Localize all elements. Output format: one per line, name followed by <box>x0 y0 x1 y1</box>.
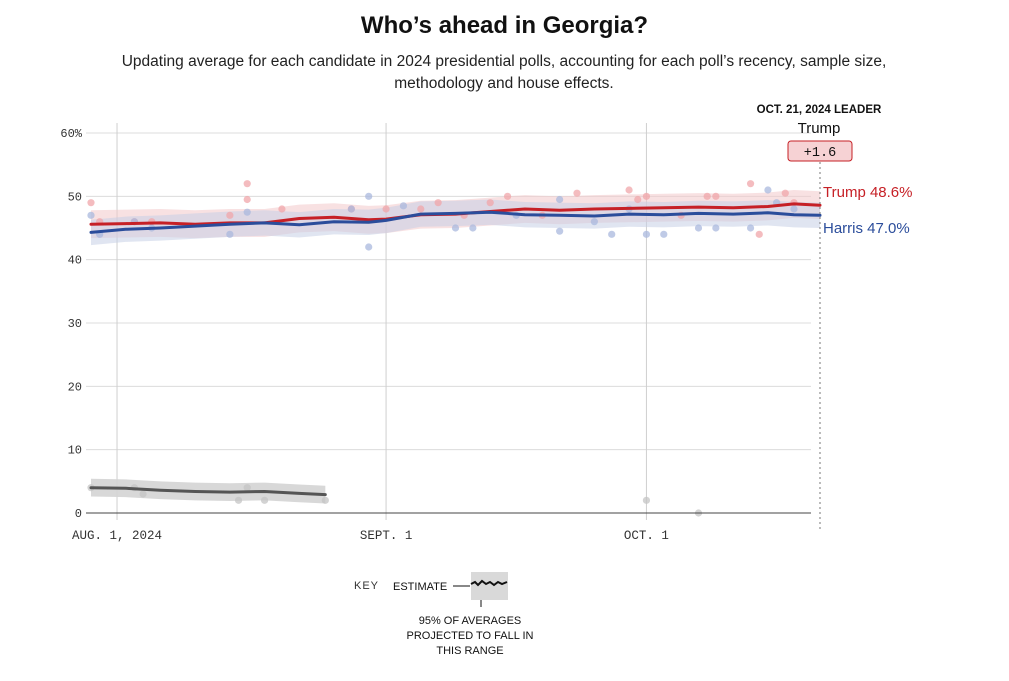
x-tick-label: OCT. 1 <box>624 529 669 543</box>
trump-poll-dot <box>755 230 763 238</box>
grid <box>86 123 811 520</box>
trump-poll-dot <box>226 211 234 219</box>
y-tick-label: 40 <box>68 254 82 268</box>
x-tick-label: AUG. 1, 2024 <box>72 529 162 543</box>
harris-poll-dot <box>87 211 95 219</box>
harris-poll-dot <box>451 224 460 232</box>
trump-end-label: Trump 48.6% <box>823 184 912 201</box>
y-tick-label: 10 <box>68 444 82 458</box>
trump-poll-dot <box>87 199 95 207</box>
trump-poll-dot <box>625 186 633 194</box>
harris-poll-dot <box>365 192 373 200</box>
axes: 0 10 20 30 40 50 60% AUG. 1, 2024 SEPT. 1 OCT. 1 <box>60 127 811 543</box>
trump-poll-dot <box>503 192 512 200</box>
other-poll-dot <box>321 496 329 504</box>
harris-poll-dot <box>226 230 234 238</box>
average-lines <box>89 202 822 497</box>
y-tick-label: 0 <box>75 507 82 521</box>
poll-dots <box>87 180 798 517</box>
trump-poll-dot <box>243 180 251 188</box>
harris-poll-dot <box>790 205 798 213</box>
trump-poll-dot <box>417 205 425 213</box>
other-poll-dot <box>234 496 243 504</box>
trump-poll-dot <box>642 192 651 200</box>
key-range-line1: 95% OF AVERAGES <box>419 615 522 627</box>
key-range-line3: THIS RANGE <box>436 645 503 657</box>
trump-poll-dot <box>243 195 251 204</box>
harris-poll-dot <box>556 227 564 235</box>
x-tick-label: SEPT. 1 <box>360 529 413 543</box>
harris-poll-dot <box>365 243 373 251</box>
legend-key: KEY ESTIMATE 95% OF AVERAGES PROJECTED T… <box>354 572 534 657</box>
uncertainty-bands <box>91 190 820 504</box>
trump-poll-dot <box>434 199 442 207</box>
key-range-line2: PROJECTED TO FALL IN <box>407 630 534 642</box>
harris-poll-dot <box>608 230 616 238</box>
key-label: KEY <box>354 580 379 592</box>
chart-title: Who’s ahead in Georgia? <box>360 12 649 39</box>
y-tick-label: 60% <box>60 127 82 141</box>
other-average-line <box>89 486 327 497</box>
harris-end-label: Harris 47.0% <box>823 220 910 237</box>
harris-poll-dot <box>694 224 703 232</box>
other-poll-dot <box>260 496 269 504</box>
trump-poll-dot <box>278 205 286 213</box>
harris-poll-dot <box>243 208 251 216</box>
harris-poll-dot <box>712 224 720 232</box>
trump-poll-dot <box>781 189 789 197</box>
y-tick-label: 30 <box>68 317 82 331</box>
harris-poll-dot <box>746 224 755 232</box>
trump-poll-dot <box>382 205 390 213</box>
harris-poll-dot <box>469 224 477 232</box>
other-poll-dot <box>642 496 651 504</box>
harris-poll-dot <box>556 195 564 204</box>
trump-poll-dot <box>486 199 494 207</box>
trump-poll-dot <box>573 189 581 197</box>
leader-margin: +1.6 <box>804 146 836 161</box>
key-estimate-line <box>470 579 508 587</box>
chart-subtitle: Updating average for each candidate in 2… <box>121 53 887 92</box>
harris-poll-dot <box>660 230 668 238</box>
trump-poll-dot <box>703 192 711 200</box>
harris-poll-dot <box>642 230 651 238</box>
y-tick-label: 50 <box>68 190 82 204</box>
trump-poll-dot <box>634 195 642 204</box>
leader-margin-box <box>787 140 853 162</box>
key-range-band <box>471 572 508 600</box>
key-estimate-label: ESTIMATE <box>393 581 447 593</box>
harris-poll-dot <box>764 186 772 194</box>
leader-name: Trump <box>798 120 841 137</box>
trump-poll-dot <box>746 180 755 188</box>
harris-poll-dot <box>590 218 598 226</box>
other-poll-dot <box>243 484 251 492</box>
harris-poll-dot <box>399 202 408 210</box>
harris-poll-dot <box>347 205 355 213</box>
y-tick-label: 20 <box>68 380 82 394</box>
leader-heading: OCT. 21, 2024 LEADER <box>757 104 882 116</box>
harris-average-line <box>89 210 822 234</box>
other-poll-dot <box>139 490 147 498</box>
trump-poll-dot <box>712 192 720 200</box>
harris-band <box>91 199 820 246</box>
